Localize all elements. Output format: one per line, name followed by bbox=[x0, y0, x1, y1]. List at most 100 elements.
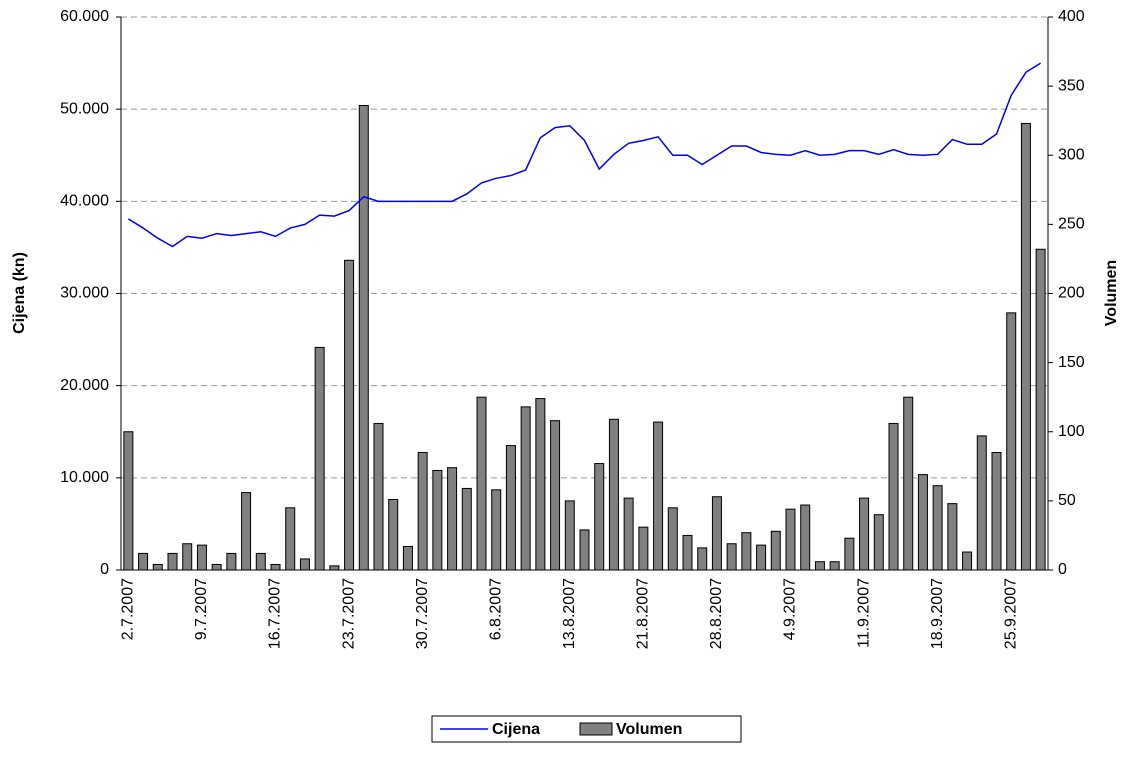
bar bbox=[358, 104, 369, 571]
bar bbox=[329, 565, 340, 571]
y-tick-label: 10.000 bbox=[60, 469, 109, 486]
bar bbox=[505, 445, 516, 571]
bar bbox=[579, 529, 590, 571]
y2-tick-label: 50 bbox=[1058, 492, 1076, 509]
y2-tick-label: 100 bbox=[1058, 423, 1085, 440]
bar bbox=[859, 497, 870, 571]
bar bbox=[932, 485, 943, 571]
y-axis-title: Cijena (kn) bbox=[11, 252, 28, 334]
x-tick-label: 4.9.2007 bbox=[782, 578, 799, 640]
bar bbox=[888, 422, 899, 571]
bar bbox=[770, 530, 781, 571]
x-tick-label: 11.9.2007 bbox=[855, 578, 872, 648]
bar bbox=[226, 552, 237, 571]
legend-swatch bbox=[579, 722, 613, 736]
bar bbox=[211, 563, 222, 571]
legend-label: Cijena bbox=[492, 721, 540, 738]
bar bbox=[741, 532, 752, 571]
bar bbox=[873, 514, 884, 571]
y-tick-label: 20.000 bbox=[60, 377, 109, 394]
x-tick-label: 9.7.2007 bbox=[193, 578, 210, 640]
bar bbox=[241, 492, 252, 571]
x-tick-label: 28.8.2007 bbox=[708, 578, 725, 649]
x-tick-label: 16.7.2007 bbox=[267, 578, 284, 649]
bar bbox=[608, 418, 619, 571]
bar bbox=[800, 504, 811, 571]
x-tick-label: 23.7.2007 bbox=[340, 578, 357, 649]
bar bbox=[344, 259, 355, 571]
bar bbox=[594, 463, 605, 571]
bar bbox=[550, 420, 561, 571]
bar bbox=[402, 545, 413, 571]
bar bbox=[432, 469, 443, 571]
bar bbox=[299, 558, 310, 571]
bar bbox=[314, 346, 325, 571]
bar bbox=[829, 561, 840, 571]
bar bbox=[903, 396, 914, 571]
x-tick-label: 2.7.2007 bbox=[120, 578, 137, 640]
bar bbox=[976, 435, 987, 571]
y2-tick-label: 300 bbox=[1058, 146, 1085, 163]
bar bbox=[270, 563, 281, 571]
bar bbox=[167, 552, 178, 571]
bar bbox=[667, 507, 678, 571]
bar bbox=[491, 489, 502, 571]
x-tick-label: 21.8.2007 bbox=[635, 578, 652, 649]
bar bbox=[138, 552, 149, 571]
bar bbox=[844, 537, 855, 571]
bar bbox=[196, 544, 207, 571]
bar bbox=[152, 563, 163, 571]
bar bbox=[947, 503, 958, 571]
x-tick-label: 13.8.2007 bbox=[561, 578, 578, 649]
bar bbox=[697, 547, 708, 571]
bar bbox=[1006, 312, 1017, 571]
y2-tick-label: 250 bbox=[1058, 216, 1085, 233]
bar bbox=[962, 551, 973, 571]
bar bbox=[638, 526, 649, 571]
bar bbox=[814, 561, 825, 571]
bar bbox=[461, 487, 472, 571]
y2-tick-label: 150 bbox=[1058, 354, 1085, 371]
y-tick-label: 60.000 bbox=[60, 8, 109, 25]
y-tick-label: 40.000 bbox=[60, 193, 109, 210]
bar bbox=[255, 552, 266, 571]
bar bbox=[123, 431, 134, 571]
y2-tick-label: 350 bbox=[1058, 77, 1085, 94]
legend-label: Volumen bbox=[616, 721, 682, 738]
bar bbox=[520, 406, 531, 571]
price-line bbox=[127, 62, 1042, 248]
bar bbox=[373, 422, 384, 571]
x-tick-label: 25.9.2007 bbox=[1002, 578, 1019, 649]
bar bbox=[476, 396, 487, 571]
bar bbox=[182, 543, 193, 571]
bar bbox=[623, 497, 634, 571]
bar bbox=[388, 498, 399, 571]
bar bbox=[417, 451, 428, 571]
bar bbox=[653, 421, 664, 571]
bar bbox=[756, 544, 767, 571]
y-tick-label: 0 bbox=[100, 561, 109, 578]
bar bbox=[1035, 248, 1046, 571]
x-tick-label: 6.8.2007 bbox=[487, 578, 504, 640]
bar bbox=[447, 467, 458, 571]
y2-axis-title: Volumen bbox=[1103, 260, 1120, 326]
y2-tick-label: 0 bbox=[1058, 561, 1067, 578]
bar bbox=[564, 500, 575, 571]
bar bbox=[726, 543, 737, 571]
bar bbox=[1020, 122, 1031, 571]
y-tick-label: 50.000 bbox=[60, 100, 109, 117]
bar bbox=[917, 474, 928, 571]
bar bbox=[682, 534, 693, 571]
y-tick-label: 30.000 bbox=[60, 285, 109, 302]
bar bbox=[991, 451, 1002, 571]
bar bbox=[535, 398, 546, 571]
bar bbox=[285, 507, 296, 571]
bar bbox=[785, 508, 796, 571]
y2-tick-label: 200 bbox=[1058, 285, 1085, 302]
x-tick-label: 30.7.2007 bbox=[414, 578, 431, 649]
x-tick-label: 18.9.2007 bbox=[929, 578, 946, 649]
bar bbox=[711, 496, 722, 571]
y2-tick-label: 400 bbox=[1058, 8, 1085, 25]
